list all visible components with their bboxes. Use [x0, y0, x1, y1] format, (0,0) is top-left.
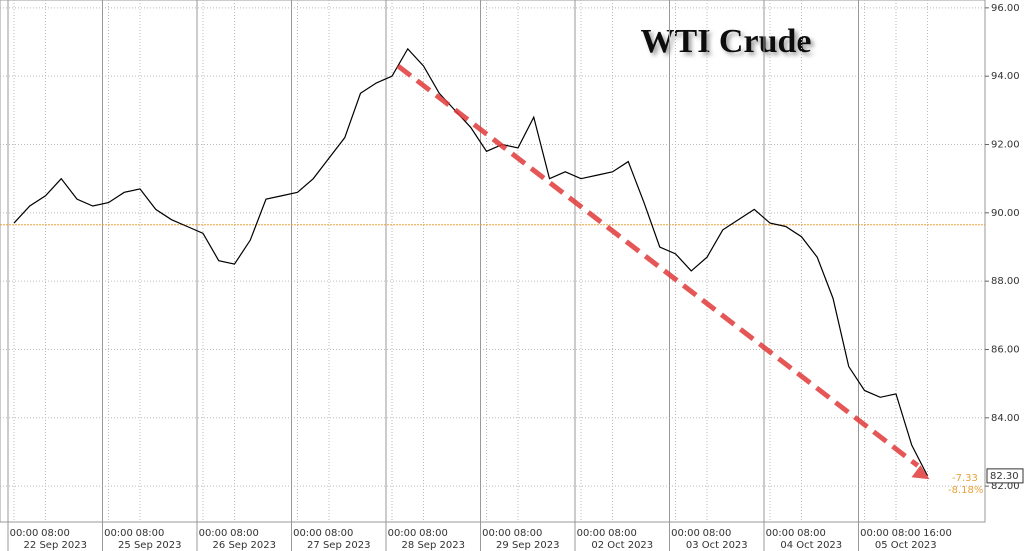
- chart-title: WTI Crude: [641, 23, 812, 60]
- x-tick-label: 08:00: [514, 528, 543, 539]
- x-tick-label: 08:00: [230, 528, 259, 539]
- x-tick-label: 00:00: [482, 528, 511, 539]
- x-tick-label: 08:00: [325, 528, 354, 539]
- date-label: 28 Sep 2023: [402, 540, 465, 551]
- plot-area: [0, 0, 986, 523]
- y-tick-label: 82.00: [991, 481, 1020, 492]
- y-tick-label: 96.00: [991, 3, 1020, 14]
- last-label: 82.30: [990, 471, 1019, 482]
- x-tick-label: 08:00: [797, 528, 826, 539]
- x-tick-label: 08:00: [41, 528, 70, 539]
- x-tick-label: 00:00: [10, 528, 39, 539]
- x-tick-label: 00:00: [199, 528, 228, 539]
- y-tick-label: 94.00: [991, 71, 1020, 82]
- y-tick-label: 90.00: [991, 208, 1020, 219]
- change-pct-label: -8.18%: [948, 485, 983, 496]
- arrow-head: [911, 465, 930, 480]
- x-tick-label: 00:00: [860, 528, 889, 539]
- x-tick-label: 08:00: [608, 528, 637, 539]
- y-tick-label: 86.00: [991, 344, 1020, 355]
- date-label: 25 Sep 2023: [118, 540, 181, 551]
- date-label: 04 Oct 2023: [780, 540, 842, 551]
- date-label: 03 Oct 2023: [686, 540, 748, 551]
- y-tick-label: 92.00: [991, 140, 1020, 151]
- x-tick-label: 00:00: [671, 528, 700, 539]
- last-label-box: [986, 468, 1024, 484]
- x-tick-label: 16:00: [923, 528, 952, 539]
- x-tick-label: 00:00: [388, 528, 417, 539]
- y-tick-label: 84.00: [991, 413, 1020, 424]
- x-tick-label: 08:00: [419, 528, 448, 539]
- trend-arrow: [396, 63, 920, 468]
- date-label: 02 Oct 2023: [591, 540, 653, 551]
- price-line: [13, 47, 929, 477]
- x-tick-label: 08:00: [136, 528, 165, 539]
- date-label: 22 Sep 2023: [24, 540, 87, 551]
- x-tick-label: 08:00: [892, 528, 921, 539]
- date-label: 26 Sep 2023: [213, 540, 276, 551]
- x-tick-label: 00:00: [577, 528, 606, 539]
- date-label: 29 Sep 2023: [496, 540, 559, 551]
- x-tick-label: 00:00: [766, 528, 795, 539]
- x-tick-label: 08:00: [703, 528, 732, 539]
- x-tick-label: 00:00: [293, 528, 322, 539]
- date-label: 05 Oct 2023: [875, 540, 937, 551]
- date-label: 27 Sep 2023: [307, 540, 370, 551]
- change-label: -7.33: [952, 473, 978, 484]
- x-tick-label: 00:00: [104, 528, 133, 539]
- y-tick-label: 88.00: [991, 276, 1020, 287]
